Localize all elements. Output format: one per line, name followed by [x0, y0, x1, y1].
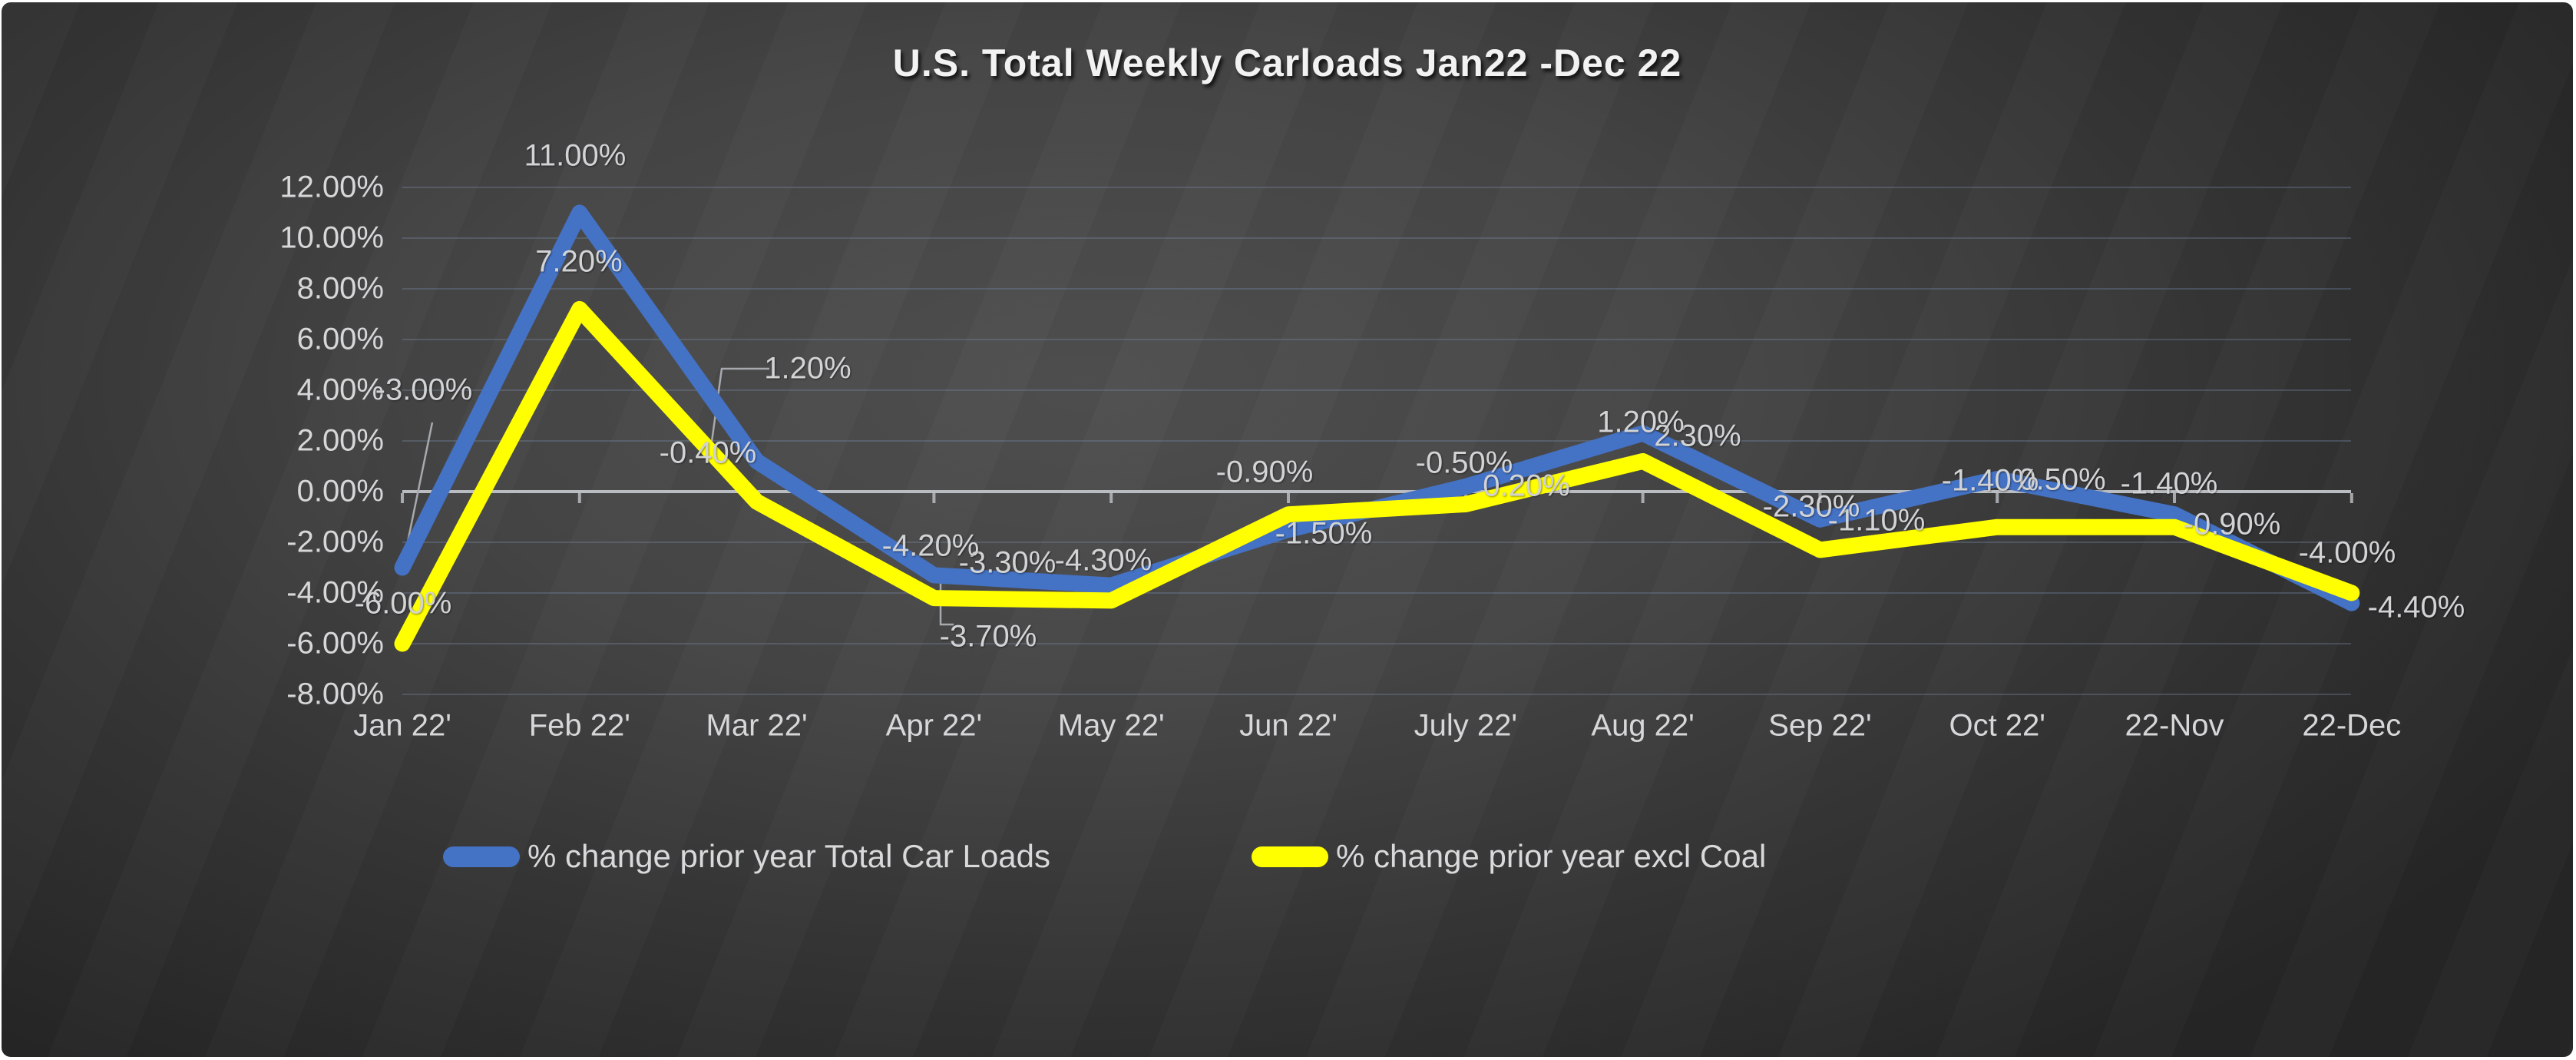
- x-axis-label: Jan 22': [353, 708, 451, 743]
- x-axis-label: Sep 22': [1768, 708, 1872, 743]
- data-label-excl-coal: 7.20%: [535, 244, 623, 279]
- data-label-excl-coal: -2.30%: [1762, 489, 1860, 524]
- legend-marker-excl-coal: [1252, 846, 1328, 867]
- x-axis-label: Feb 22': [528, 708, 630, 743]
- x-axis-label: Apr 22': [885, 708, 983, 743]
- x-axis-label: May 22': [1057, 708, 1165, 743]
- legend-marker-total-carloads: [443, 846, 520, 867]
- data-label-total-carloads: 0.50%: [2019, 462, 2106, 497]
- y-axis-label: 12.00%: [279, 170, 384, 204]
- data-label-total-carloads: -1.10%: [1827, 503, 1926, 538]
- legend-item-excl-coal: % change prior year excl Coal: [1252, 836, 1766, 876]
- series-excl-coal-line: [394, 300, 2360, 652]
- x-axis-label: Oct 22': [1949, 708, 2045, 743]
- data-label-leader-line: [708, 367, 769, 459]
- legend-item-total-carloads: % change prior year Total Car Loads: [443, 836, 1050, 876]
- data-label-excl-coal: 1.20%: [1597, 405, 1685, 439]
- data-label-excl-coal: -0.50%: [1415, 446, 1513, 480]
- y-axis-label: 8.00%: [296, 271, 384, 306]
- data-label-total-carloads: 11.00%: [524, 138, 627, 173]
- data-label-excl-coal: -1.40%: [1941, 463, 2039, 498]
- legend-label-excl-coal: % change prior year excl Coal: [1336, 838, 1767, 874]
- data-label-excl-coal: -4.30%: [1054, 543, 1152, 578]
- x-axis-label: July 22': [1414, 708, 1517, 743]
- y-axis-label: 10.00%: [279, 220, 384, 255]
- data-label-excl-coal: -0.40%: [659, 436, 757, 470]
- data-label-excl-coal: -4.20%: [881, 528, 980, 563]
- data-label-total-carloads: -4.40%: [2367, 590, 2465, 624]
- y-axis-label: 4.00%: [296, 373, 384, 407]
- data-label-excl-coal: -0.90%: [1215, 455, 1314, 489]
- data-label-excl-coal: -6.00%: [354, 586, 452, 621]
- y-axis-label: -8.00%: [286, 677, 384, 711]
- data-label-excl-coal: -4.00%: [2298, 535, 2396, 570]
- legend: % change prior year Total Car Loads % ch…: [2, 836, 2573, 876]
- data-label-total-carloads: -1.50%: [1275, 516, 1373, 551]
- data-label-total-carloads: -0.90%: [2183, 507, 2281, 542]
- data-label-total-carloads: 0.20%: [1483, 469, 1570, 503]
- data-label-total-carloads: 1.20%: [764, 351, 852, 386]
- x-axis-label: 22-Dec: [2302, 708, 2402, 743]
- x-axis-label: Jun 22': [1239, 708, 1338, 743]
- x-axis-label: Mar 22': [706, 708, 808, 743]
- data-label-total-carloads: -3.00%: [375, 373, 473, 407]
- data-label-total-carloads: -3.70%: [939, 619, 1037, 654]
- y-axis-label: -2.00%: [286, 525, 384, 559]
- y-axis-label: 6.00%: [296, 322, 384, 356]
- y-axis-label: -6.00%: [286, 626, 384, 661]
- data-label-leader-line: [405, 422, 434, 550]
- data-label-excl-coal: -1.40%: [2120, 466, 2218, 501]
- y-axis-label: -4.00%: [286, 575, 384, 610]
- data-label-total-carloads: 2.30%: [1654, 419, 1741, 453]
- y-axis-label: 0.00%: [296, 474, 384, 508]
- x-axis-label: Aug 22': [1591, 708, 1695, 743]
- legend-label-total-carloads: % change prior year Total Car Loads: [527, 838, 1050, 874]
- chart-title: U.S. Total Weekly Carloads Jan22 -Dec 22: [892, 41, 1682, 84]
- x-axis-label: 22-Nov: [2125, 708, 2224, 743]
- data-label-total-carloads: -3.30%: [958, 545, 1057, 580]
- series-total-carloads-line: [394, 204, 2360, 611]
- y-axis-label: 2.00%: [296, 423, 384, 458]
